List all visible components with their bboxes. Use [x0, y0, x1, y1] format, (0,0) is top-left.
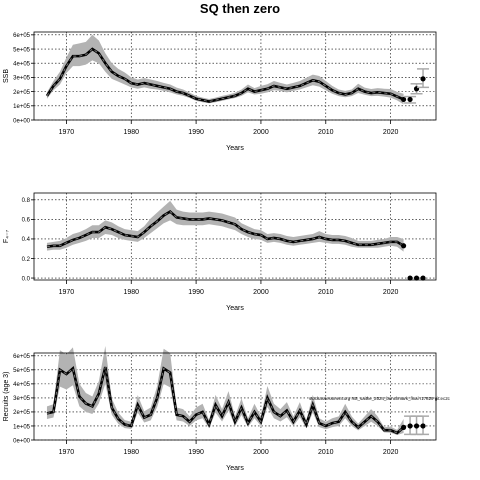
x-tick-label: 2010	[318, 449, 334, 456]
x-axis-label: Years	[226, 305, 244, 312]
version-annotation: stockassessment.org NS_saithe_2024_bench…	[309, 396, 451, 401]
x-tick-label: 2000	[253, 289, 269, 296]
confidence-band	[46, 200, 404, 252]
confidence-band	[46, 34, 404, 105]
y-tick-label: 4e+05	[13, 62, 31, 68]
last-estimate-point	[400, 424, 407, 430]
y-tick-label: 0e+00	[13, 118, 31, 124]
x-tick-label: 1990	[188, 129, 204, 136]
estimate-line-dash	[46, 210, 404, 248]
projection-point	[407, 275, 413, 281]
y-tick-label: 5e+05	[13, 47, 31, 53]
y-axis-label: SSB	[3, 69, 10, 83]
x-tick-label: 2000	[253, 129, 269, 136]
x-tick-label: 2010	[318, 129, 334, 136]
y-tick-label: 6e+05	[13, 33, 31, 39]
plot-frame	[33, 352, 437, 441]
plot-frame	[33, 192, 437, 281]
y-tick-label: 3e+05	[13, 76, 31, 82]
x-axis-label: Years	[226, 465, 244, 472]
panel-1: 1970 1980 1990 2000 2010 2020 0e+00 1e+05 2e+05 3…	[3, 31, 437, 152]
projection-point	[413, 275, 420, 281]
estimate-line	[45, 47, 405, 103]
projection-point	[420, 76, 426, 82]
x-tick-label: 2010	[318, 289, 334, 296]
y-tick-label: 0.6	[22, 218, 31, 224]
y-tick-label: 1e+05	[13, 424, 31, 430]
x-tick-label: 1970	[59, 289, 75, 296]
y-tick-label: 0e+00	[13, 438, 31, 444]
chart-title: SQ then zero	[199, 1, 281, 16]
last-estimate-point	[400, 96, 407, 103]
x-tick-label: 1980	[123, 289, 139, 296]
y-tick-label: 2e+05	[13, 410, 31, 416]
x-axis-label: Years	[226, 145, 244, 152]
x-tick-label: 2020	[383, 289, 399, 296]
y-tick-label: 4e+05	[13, 382, 31, 388]
y-tick-label: 0.8	[22, 198, 31, 204]
projection-point	[407, 423, 413, 429]
y-tick-label: 6e+05	[13, 354, 31, 360]
y-tick-label: 0.0	[22, 276, 31, 282]
y-tick-label: 2e+05	[13, 90, 31, 96]
y-tick-label: 0.2	[22, 257, 31, 263]
x-tick-label: 1970	[59, 449, 75, 456]
y-axis-label: Recruits (age 3)	[3, 372, 10, 422]
y-tick-label: 5e+05	[13, 368, 31, 374]
projection-point	[407, 96, 413, 103]
plot-frame	[33, 31, 437, 121]
projection-point	[420, 275, 426, 281]
y-tick-label: 0.4	[22, 237, 31, 243]
estimate-line-dash	[46, 366, 404, 434]
x-tick-label: 1990	[188, 289, 204, 296]
panel-3: 1970 1980 1990 2000 2010 2020 0e+00 1e+05 2e+05 3…	[3, 345, 451, 472]
x-tick-label: 1990	[188, 449, 204, 456]
x-tick-label: 2020	[383, 129, 399, 136]
last-estimate-point	[400, 243, 407, 249]
x-tick-label: 1970	[59, 129, 75, 136]
y-tick-label: 3e+05	[13, 396, 31, 402]
x-tick-label: 2000	[253, 449, 269, 456]
x-tick-label: 1980	[123, 129, 139, 136]
projection-point	[413, 423, 420, 429]
projection-point	[420, 423, 426, 429]
y-tick-label: 1e+05	[13, 104, 31, 110]
x-tick-label: 2020	[383, 449, 399, 456]
panel-2: 1970 1980 1990 2000 2010 2020 0.0 0.2 0.4 0.6 0.8 Y…	[3, 192, 437, 312]
estimate-line-dash	[46, 48, 404, 103]
y-axis-label: F₄₋₇	[3, 229, 10, 243]
x-tick-label: 1980	[123, 449, 139, 456]
